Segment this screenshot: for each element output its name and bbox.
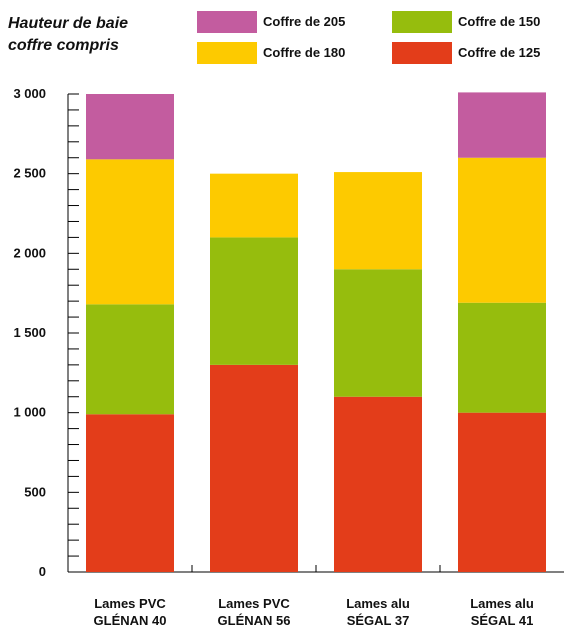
y-tick-label: 0 (39, 564, 46, 579)
x-tick-label-line: GLÉNAN 56 (218, 613, 291, 628)
bar-segment-coffre-de-125 (334, 396, 422, 572)
x-tick-label: Lames PVC GLÉNAN 56 (218, 596, 291, 628)
bar-segment-coffre-de-180 (458, 157, 546, 303)
chart-title: Hauteur de baie coffre compris (8, 15, 128, 54)
bar-segment-coffre-de-150 (458, 302, 546, 413)
x-tick-label-line: SÉGAL 41 (471, 613, 534, 628)
legend-swatch-coffre-de-180 (197, 42, 257, 64)
legend-swatch-coffre-de-150 (392, 11, 452, 33)
x-tick-label: Lames PVC GLÉNAN 40 (94, 596, 167, 628)
x-tick-label-line: GLÉNAN 40 (94, 613, 167, 628)
legend-label-coffre-de-150: Coffre de 150 (458, 14, 540, 29)
legend-label-coffre-de-180: Coffre de 180 (263, 45, 345, 60)
y-tick-label: 2 500 (13, 166, 46, 181)
legend-label-coffre-de-125: Coffre de 125 (458, 45, 540, 60)
y-tick-label: 1 000 (13, 405, 46, 420)
bar-segment-coffre-de-125 (210, 364, 298, 572)
x-tick-label: Lames alu SÉGAL 37 (346, 596, 410, 628)
x-tick-label-line: Lames alu (470, 596, 534, 611)
bar-segment-coffre-de-205 (86, 94, 174, 160)
bar-segment-coffre-de-180 (210, 173, 298, 238)
legend-swatch-coffre-de-125 (392, 42, 452, 64)
chart-legend: Coffre de 205 Coffre de 150 Coffre de 180 C… (197, 11, 540, 64)
bar-segment-coffre-de-150 (210, 237, 298, 365)
x-tick-label-line: Lames PVC (218, 596, 290, 611)
bar-segment-coffre-de-180 (334, 172, 422, 270)
legend-label-coffre-de-205: Coffre de 205 (263, 14, 345, 29)
title-line: Hauteur de baie (8, 15, 128, 32)
x-tick-label-line: SÉGAL 37 (347, 613, 410, 628)
bars (86, 92, 546, 572)
y-tick-label: 500 (24, 484, 46, 499)
bar-segment-coffre-de-205 (458, 92, 546, 158)
y-axis: 0 500 1 000 1 500 2 000 2 500 3 000 (13, 86, 79, 579)
x-tick-label: Lames alu SÉGAL 41 (470, 596, 534, 628)
bar-segment-coffre-de-150 (86, 304, 174, 415)
y-tick-label: 1 500 (13, 325, 46, 340)
y-tick-label: 3 000 (13, 86, 46, 101)
bar-segment-coffre-de-125 (86, 414, 174, 572)
x-tick-label-line: Lames PVC (94, 596, 166, 611)
bar-segment-coffre-de-180 (86, 159, 174, 305)
title-line: coffre compris (8, 37, 119, 54)
legend-swatch-coffre-de-205 (197, 11, 257, 33)
x-tick-label-line: Lames alu (346, 596, 410, 611)
bar-segment-coffre-de-150 (334, 269, 422, 397)
bar-segment-coffre-de-125 (458, 412, 546, 572)
y-tick-label: 2 000 (13, 245, 46, 260)
